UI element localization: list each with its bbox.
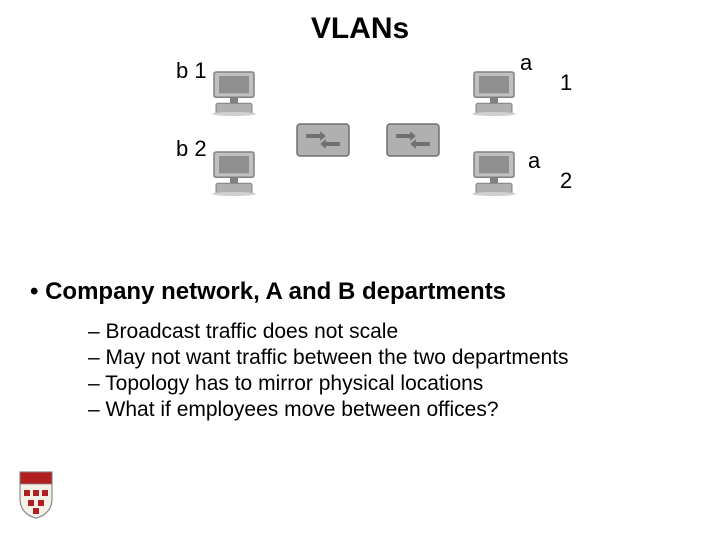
crest-icon xyxy=(18,470,54,525)
main-bullet: • Company network, A and B departments xyxy=(30,278,690,306)
slide-title-text: VLANs xyxy=(311,12,409,45)
label-a2-a: a xyxy=(528,148,540,174)
bullet-block: • Company network, A and B departments –… xyxy=(30,278,690,424)
label-a1-a: a xyxy=(520,50,532,76)
computer-b2-icon xyxy=(210,150,258,201)
sub-bullet-item: – Broadcast traffic does not scale xyxy=(88,320,690,344)
sub-bullets: – Broadcast traffic does not scale– May … xyxy=(88,320,690,422)
computer-a1-icon xyxy=(470,70,518,121)
sub-bullet-item: – Topology has to mirror physical locati… xyxy=(88,372,690,396)
switch-right-icon xyxy=(385,120,441,165)
label-a1-1: 1 xyxy=(560,70,572,96)
switch-left-icon xyxy=(295,120,351,165)
sub-bullet-item: – What if employees move between offices… xyxy=(88,398,690,422)
slide-title: VLANs xyxy=(0,12,720,46)
label-a2-2: 2 xyxy=(560,168,572,194)
computer-b1-icon xyxy=(210,70,258,121)
label-b2: b 2 xyxy=(176,136,207,162)
label-b1: b 1 xyxy=(176,58,207,84)
computer-a2-icon xyxy=(470,150,518,201)
sub-bullet-item: – May not want traffic between the two d… xyxy=(88,346,690,370)
